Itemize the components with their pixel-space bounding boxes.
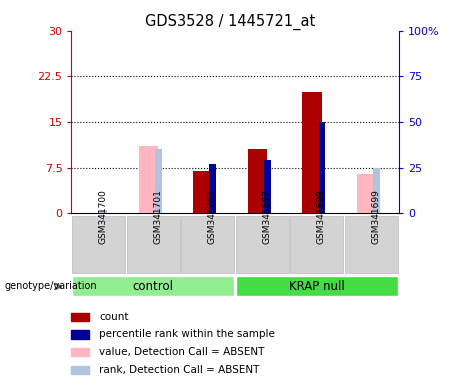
Text: rank, Detection Call = ABSENT: rank, Detection Call = ABSENT <box>99 365 260 375</box>
Text: value, Detection Call = ABSENT: value, Detection Call = ABSENT <box>99 347 265 357</box>
Text: GSM341698: GSM341698 <box>317 189 326 244</box>
Bar <box>236 216 289 273</box>
Bar <box>100 210 107 213</box>
Bar <box>139 146 158 213</box>
Bar <box>290 216 343 273</box>
Bar <box>357 174 376 213</box>
Text: GSM341700: GSM341700 <box>99 189 108 244</box>
Bar <box>302 91 322 213</box>
Text: count: count <box>99 312 129 322</box>
Text: GSM341701: GSM341701 <box>153 189 162 244</box>
Bar <box>155 149 161 213</box>
Bar <box>345 216 398 273</box>
Bar <box>72 276 234 296</box>
Text: percentile rank within the sample: percentile rank within the sample <box>99 329 275 339</box>
Text: GSM341697: GSM341697 <box>262 189 272 244</box>
Text: GSM341702: GSM341702 <box>208 189 217 244</box>
Bar <box>127 216 180 273</box>
Bar <box>181 216 234 273</box>
Bar <box>236 276 398 296</box>
Bar <box>264 160 271 213</box>
Bar <box>72 216 125 273</box>
Bar <box>193 170 213 213</box>
Bar <box>373 167 380 213</box>
Text: GSM341699: GSM341699 <box>372 189 380 244</box>
Bar <box>319 122 325 213</box>
Bar <box>209 164 216 213</box>
Text: KRAP null: KRAP null <box>289 280 345 293</box>
Text: control: control <box>133 280 174 293</box>
Text: GDS3528 / 1445721_at: GDS3528 / 1445721_at <box>145 13 316 30</box>
Text: genotype/variation: genotype/variation <box>5 281 97 291</box>
Bar <box>248 149 267 213</box>
